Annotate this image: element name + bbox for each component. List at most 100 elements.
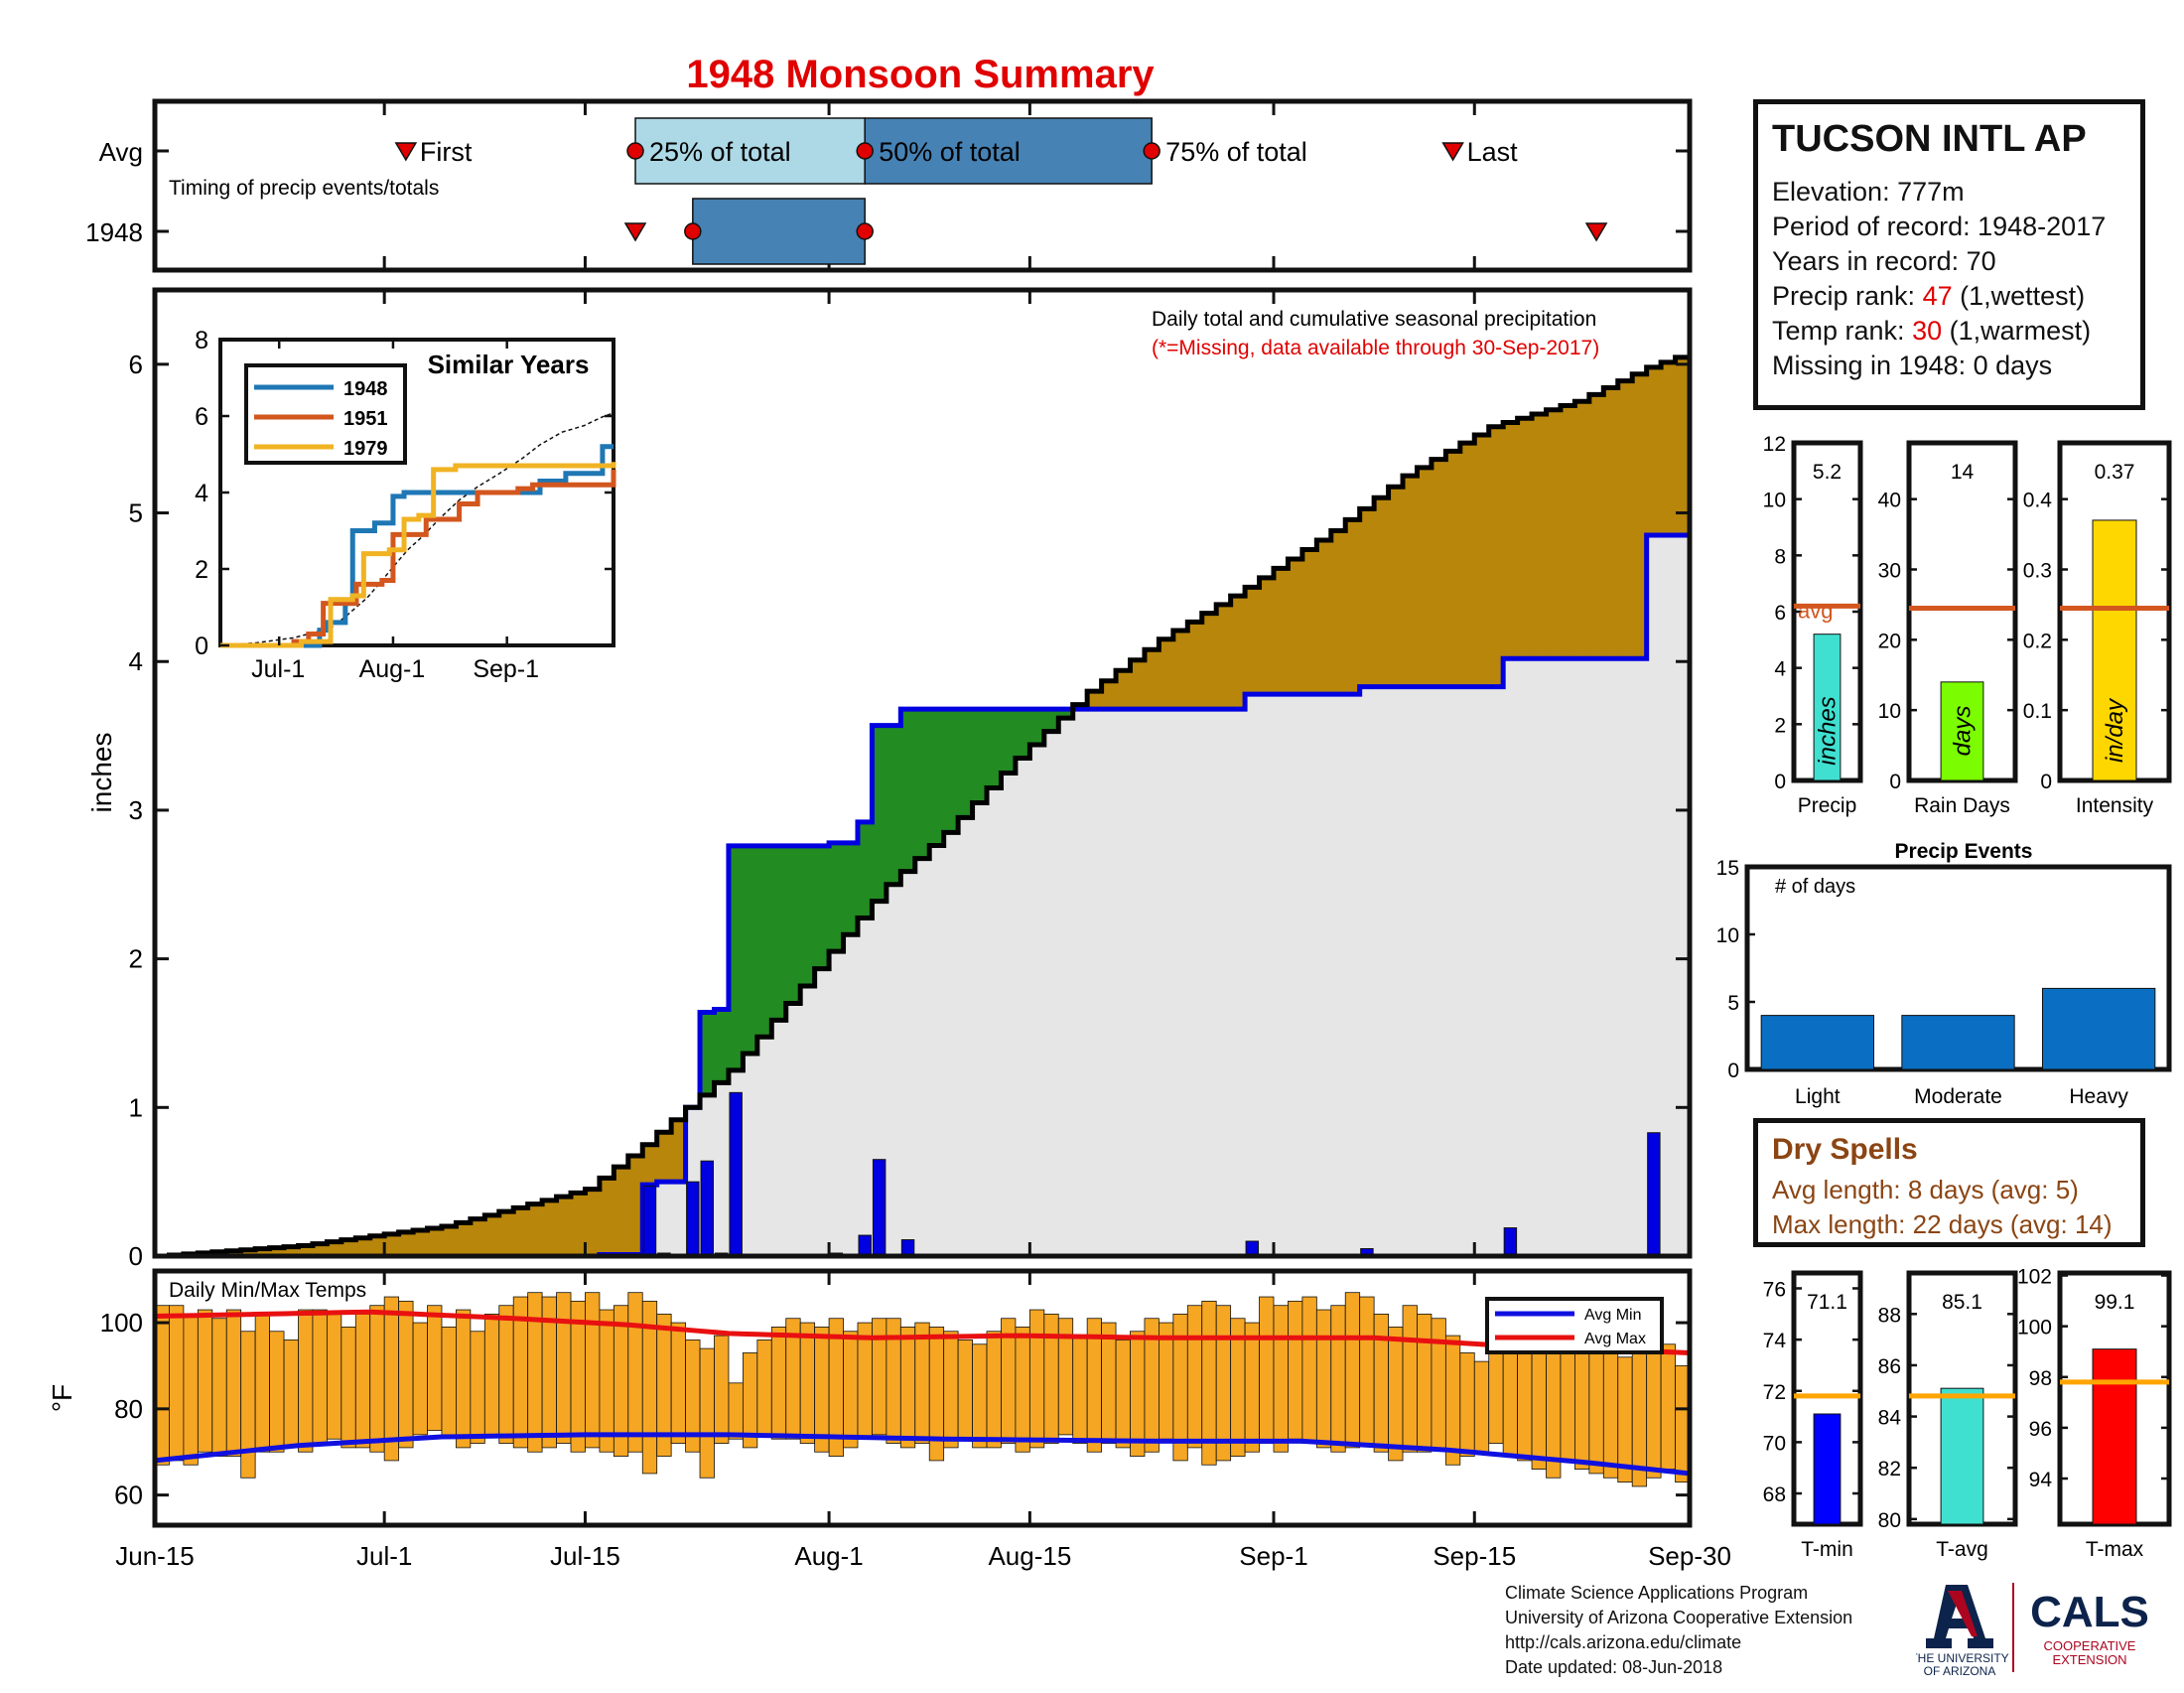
- daily-temp-bar: [1344, 1292, 1361, 1449]
- ua-logo-icon: [1926, 1585, 1993, 1648]
- daily-temp-bar: [240, 1331, 256, 1479]
- inset-ytick-label: 6: [195, 403, 208, 431]
- precip-deficit-day: [484, 1214, 500, 1256]
- small-bar-ytick-label: 102: [2017, 1266, 2052, 1289]
- daily-temp-bar: [1244, 1322, 1260, 1453]
- precip-deficit-day: [240, 1249, 256, 1256]
- precip-fill-day: [1632, 658, 1648, 1256]
- precip-deficit-day: [1646, 366, 1662, 535]
- small-bar-ytick-label: 40: [1878, 490, 1901, 512]
- precip-deficit-day: [1101, 680, 1117, 710]
- daily-temp-bar: [1315, 1309, 1332, 1449]
- precip-fill-day: [1374, 686, 1390, 1256]
- daily-temp-bar: [254, 1313, 270, 1453]
- precip-fill-day: [1216, 709, 1232, 1256]
- precip-deficit-day: [1116, 670, 1132, 710]
- dry-spells-avg-length: Avg length: 8 days (avg: 5): [1772, 1175, 2079, 1204]
- inset-ytick-label: 8: [195, 327, 208, 354]
- date-axis-label: Sep-15: [1433, 1541, 1516, 1571]
- precip-fill-day: [1273, 694, 1290, 1256]
- precip-deficit-day: [1245, 587, 1261, 695]
- precip-deficit-day: [1388, 487, 1404, 687]
- temp-panel-frame: [152, 1268, 1693, 1528]
- daily-temp-bar: [354, 1313, 371, 1449]
- precip-deficit-day: [441, 1226, 458, 1256]
- avg-p50-label: 50% of total: [879, 137, 1021, 167]
- temp-legend-min-label: Avg Min: [1584, 1307, 1642, 1324]
- daily-temp-bar: [1402, 1305, 1418, 1453]
- daily-temp-bar: [1473, 1360, 1490, 1453]
- inset-legend-label: 1979: [343, 438, 388, 460]
- university-logos: THE UNIVERSITY OF ARIZONA CALS COOPERATI…: [1916, 1583, 2149, 1676]
- daily-temp-bar: [283, 1340, 299, 1449]
- precip-fill-day: [1230, 709, 1246, 1256]
- precip-deficit-day: [284, 1246, 300, 1256]
- precip-deficit-day: [1172, 631, 1188, 710]
- precip-fill-day: [1144, 709, 1160, 1256]
- precip-fill-day: [1517, 658, 1533, 1256]
- daily-temp-bar: [599, 1309, 614, 1453]
- small-bar-ytick-label: 70: [1763, 1432, 1786, 1455]
- precip-deficit-day: [1359, 508, 1375, 687]
- events-ylabel-note: # of days: [1775, 876, 1855, 898]
- year-p25-marker: [684, 222, 702, 240]
- small-bar-unit: inches: [1815, 696, 1842, 765]
- daily-temp-bar: [1130, 1331, 1146, 1457]
- daily-temp-bar: [1660, 1343, 1676, 1470]
- small-bar-ytick-label: 20: [1878, 630, 1901, 652]
- precip-fill-day: [1488, 686, 1504, 1256]
- precip-fill-day: [1603, 658, 1619, 1256]
- daily-temp-bar: [269, 1331, 285, 1453]
- logo-divider: [2012, 1583, 2014, 1672]
- precip-deficit-day: [556, 1197, 572, 1256]
- precip-deficit-day: [1288, 558, 1303, 695]
- precip-surplus-day: [714, 1009, 730, 1083]
- precip-fill-day: [814, 968, 830, 1256]
- avg-cumulative-line: [155, 352, 1693, 1259]
- precip-fill-day: [1288, 694, 1303, 1256]
- daily-precip-bar: [642, 1186, 657, 1257]
- precip-deficit-day: [1661, 361, 1677, 535]
- temp-ylabel: °F: [47, 1384, 77, 1412]
- small-bar-ytick-label: 98: [2029, 1367, 2052, 1390]
- year-q-box: [692, 198, 866, 265]
- precip-surplus-day: [958, 709, 974, 818]
- inset-legend-label: 1948: [343, 378, 388, 400]
- daily-temp-bar: [1417, 1313, 1433, 1453]
- daily-precip-bar: [700, 1160, 714, 1257]
- precip-deficit-day: [1130, 659, 1146, 710]
- small-bar-ytick-label: 4: [1774, 658, 1786, 681]
- small-bar-value: 14: [1951, 461, 1975, 484]
- timing-caption: Timing of precip events/totals: [169, 177, 439, 200]
- precip-deficit-day: [542, 1199, 558, 1256]
- avg-first-marker: [394, 142, 418, 162]
- precip-deficit-day: [1201, 613, 1217, 710]
- precip-fill-day: [1029, 745, 1045, 1256]
- precip-surplus-day: [814, 845, 830, 969]
- date-axis-label: Jul-15: [550, 1541, 620, 1571]
- precip-deficit-day: [1316, 539, 1332, 695]
- dry-spells-max-length: Max length: 22 days (avg: 14): [1772, 1209, 2113, 1239]
- small-bar-ytick-label: 76: [1763, 1278, 1786, 1301]
- main-ytick-label: 5: [129, 498, 143, 528]
- avg-last-marker: [1441, 142, 1464, 162]
- precip-deficit-day: [298, 1245, 314, 1256]
- date-axis-label: Sep-1: [1239, 1541, 1307, 1571]
- daily-temp-bar: [699, 1347, 715, 1479]
- precip-fill-day: [1431, 686, 1446, 1256]
- daily-temp-bar: [1646, 1340, 1662, 1479]
- credits-line-1: Climate Science Applications Program: [1505, 1583, 1809, 1603]
- daily-temp-bar: [1588, 1347, 1604, 1475]
- precip-fill-day: [857, 917, 874, 1256]
- inset-ytick-label: 0: [195, 633, 208, 660]
- precip-deficit-day: [656, 1132, 672, 1183]
- daily-temp-bar: [714, 1335, 730, 1444]
- small-bar: [1940, 1387, 1984, 1525]
- precip-surplus-day: [800, 845, 816, 987]
- precip-fill-day: [1172, 709, 1188, 1256]
- small-bar-ytick-label: 86: [1878, 1355, 1901, 1378]
- precip-deficit-day: [384, 1233, 400, 1256]
- station-name: TUCSON INTL AP: [1772, 118, 2087, 160]
- daily-temp-bar: [527, 1292, 543, 1453]
